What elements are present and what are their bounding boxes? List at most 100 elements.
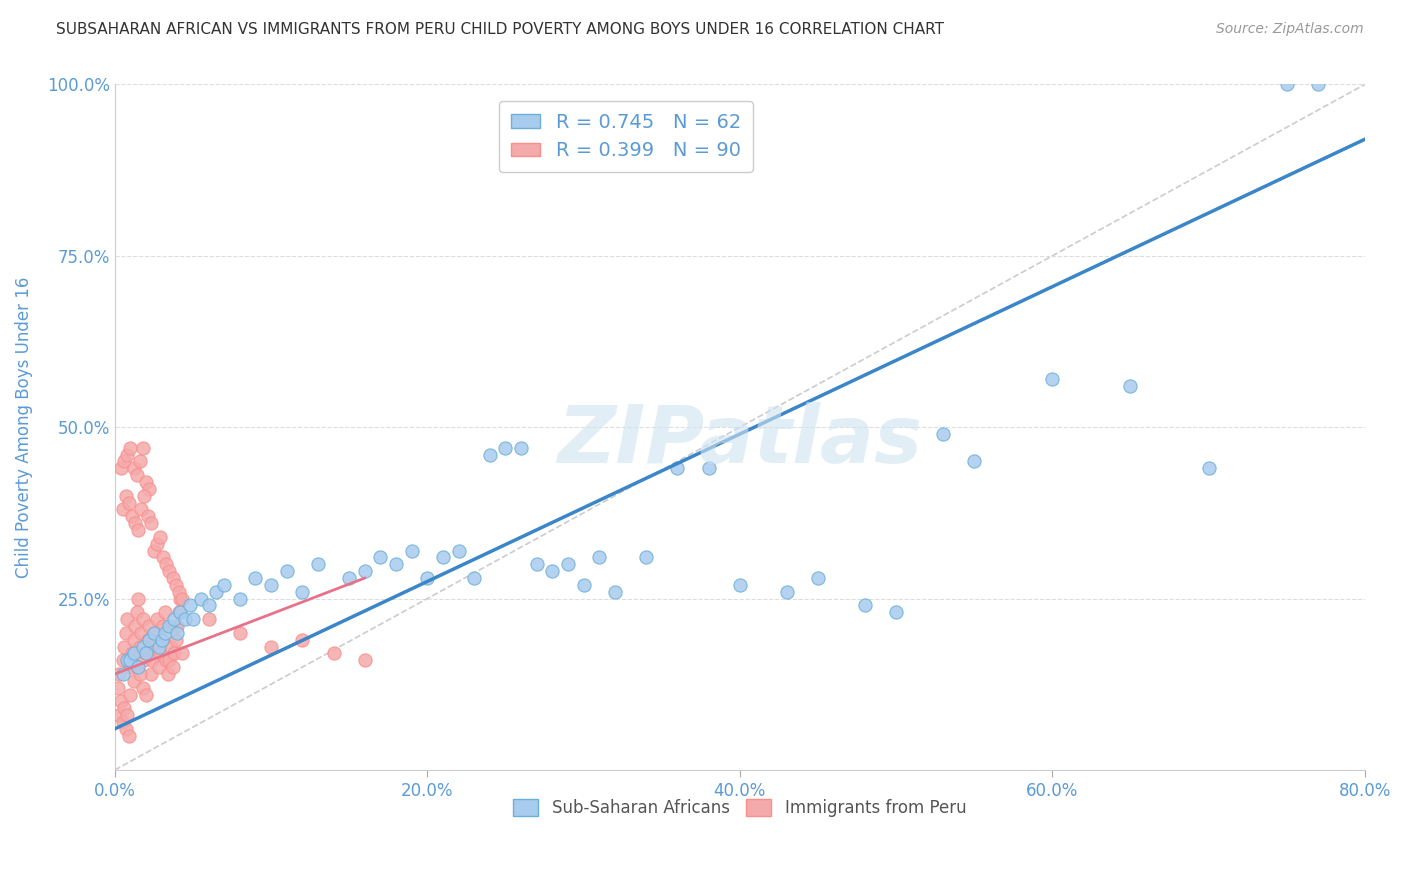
Point <box>353 564 375 578</box>
Point <box>121 509 143 524</box>
Point <box>167 605 190 619</box>
Point <box>117 708 139 723</box>
Point <box>245 571 267 585</box>
Point <box>307 558 329 572</box>
Point <box>167 584 190 599</box>
Point <box>142 543 165 558</box>
Point <box>169 605 191 619</box>
Point <box>884 605 907 619</box>
Point <box>510 441 533 455</box>
Point <box>197 612 219 626</box>
Point <box>197 599 219 613</box>
Point <box>131 626 153 640</box>
Point <box>127 591 149 606</box>
Point <box>165 632 187 647</box>
Point <box>190 591 212 606</box>
Point <box>125 605 148 619</box>
Point <box>118 653 141 667</box>
Point <box>108 667 131 681</box>
Point <box>128 667 150 681</box>
Point <box>152 619 174 633</box>
Point <box>111 502 134 516</box>
Point <box>260 578 283 592</box>
Point <box>370 550 392 565</box>
Point <box>114 722 136 736</box>
Legend: Sub-Saharan Africans, Immigrants from Peru: Sub-Saharan Africans, Immigrants from Pe… <box>506 792 973 823</box>
Point <box>139 667 162 681</box>
Point <box>136 632 159 647</box>
Point <box>110 694 132 708</box>
Point <box>494 441 516 455</box>
Point <box>118 729 141 743</box>
Point <box>122 461 145 475</box>
Point <box>163 612 186 626</box>
Point <box>932 427 955 442</box>
Point <box>153 626 176 640</box>
Point <box>853 599 876 613</box>
Point <box>141 653 163 667</box>
Point <box>120 441 142 455</box>
Point <box>132 640 155 654</box>
Point <box>276 564 298 578</box>
Point <box>118 495 141 509</box>
Point <box>181 612 204 626</box>
Point <box>160 640 183 654</box>
Point <box>110 461 132 475</box>
Point <box>229 591 252 606</box>
Point <box>166 626 188 640</box>
Point <box>125 660 148 674</box>
Point <box>142 640 165 654</box>
Point <box>120 660 142 674</box>
Text: ZIPatlas: ZIPatlas <box>557 402 922 480</box>
Point <box>170 647 193 661</box>
Point <box>432 550 454 565</box>
Point <box>111 653 134 667</box>
Point <box>291 632 314 647</box>
Point <box>174 612 197 626</box>
Point <box>166 619 188 633</box>
Point <box>148 660 170 674</box>
Point <box>138 619 160 633</box>
Point <box>159 619 181 633</box>
Point <box>170 591 193 606</box>
Point <box>603 584 626 599</box>
Point <box>132 441 155 455</box>
Point <box>169 591 191 606</box>
Point <box>111 714 134 729</box>
Point <box>291 584 314 599</box>
Point <box>145 626 167 640</box>
Point <box>120 688 142 702</box>
Point <box>148 640 170 654</box>
Point <box>138 482 160 496</box>
Point <box>127 660 149 674</box>
Point <box>588 550 610 565</box>
Point <box>135 688 157 702</box>
Point <box>117 448 139 462</box>
Point <box>155 653 177 667</box>
Text: Source: ZipAtlas.com: Source: ZipAtlas.com <box>1216 22 1364 37</box>
Point <box>526 558 548 572</box>
Point <box>135 647 157 661</box>
Point <box>112 454 135 468</box>
Point <box>121 647 143 661</box>
Point <box>146 537 169 551</box>
Point <box>139 516 162 531</box>
Point <box>152 550 174 565</box>
Point <box>260 640 283 654</box>
Point <box>416 571 439 585</box>
Point <box>150 632 173 647</box>
Point <box>162 660 184 674</box>
Point <box>229 626 252 640</box>
Point <box>128 454 150 468</box>
Point <box>107 681 129 695</box>
Point <box>776 584 799 599</box>
Point <box>159 564 181 578</box>
Point <box>114 626 136 640</box>
Point <box>150 632 173 647</box>
Point <box>135 647 157 661</box>
Point <box>117 612 139 626</box>
Point <box>124 619 146 633</box>
Text: SUBSAHARAN AFRICAN VS IMMIGRANTS FROM PERU CHILD POVERTY AMONG BOYS UNDER 16 COR: SUBSAHARAN AFRICAN VS IMMIGRANTS FROM PE… <box>56 22 945 37</box>
Point <box>136 509 159 524</box>
Point <box>463 571 485 585</box>
